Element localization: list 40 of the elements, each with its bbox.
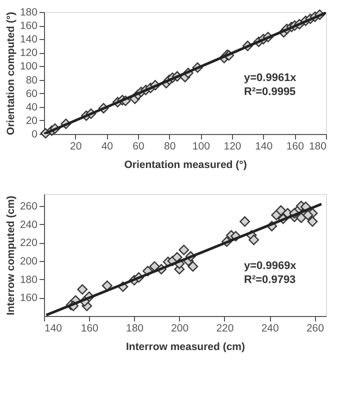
y-tick-label: 260 — [20, 200, 38, 212]
y-axis-title: Interrow computed (cm) — [4, 196, 17, 316]
y-tick-label: 100 — [20, 60, 38, 73]
x-tick-label: 20 — [70, 140, 82, 152]
x-tick-label: 140 — [255, 140, 273, 152]
y-tick-label: 200 — [20, 255, 38, 268]
x-tick-label: 80 — [164, 140, 176, 152]
x-axis-title: Interrow measured (cm) — [126, 341, 246, 353]
y-tick-label: 160 — [20, 292, 38, 304]
annotation: y=0.9961x — [244, 72, 298, 84]
x-tick-label: 240 — [261, 322, 280, 334]
x-tick-label: 40 — [101, 140, 114, 152]
x-tick-label: 200 — [171, 322, 189, 334]
x-tick-label: 120 — [224, 140, 242, 152]
x-tick-label: 100 — [192, 140, 210, 152]
x-tick-label: 160 — [286, 140, 304, 152]
y-tick-label: 160 — [20, 20, 38, 32]
y-tick-label: 40 — [26, 101, 38, 114]
x-tick-label: 220 — [216, 322, 234, 334]
annotation: R²=0.9995 — [244, 86, 296, 98]
y-tick-label: 20 — [26, 114, 38, 127]
annotation: R²=0.9793 — [244, 274, 296, 286]
y-tick-label: 220 — [20, 237, 38, 250]
y-tick-label: 240 — [20, 218, 38, 231]
x-tick-label: 140 — [44, 322, 62, 334]
x-axis-title: Orientation measured (°) — [124, 159, 247, 171]
y-tick-label: 0 — [32, 128, 38, 140]
y-tick-label: 180 — [20, 6, 38, 18]
x-tick-label: 60 — [132, 140, 144, 152]
y-tick-label: 120 — [20, 47, 38, 60]
x-tick-label: 180 — [308, 140, 327, 152]
annotation: y=0.9969x — [244, 260, 298, 272]
y-tick-label: 140 — [20, 34, 38, 46]
y-tick-label: 180 — [20, 274, 38, 286]
x-tick-label: 180 — [126, 322, 144, 334]
y-tick-label: 80 — [26, 74, 38, 86]
y-tick-label: 60 — [26, 88, 38, 100]
x-tick-label: 260 — [306, 322, 324, 334]
y-axis-title: Orientation computed (°) — [4, 12, 17, 136]
x-tick-label: 160 — [80, 322, 99, 334]
